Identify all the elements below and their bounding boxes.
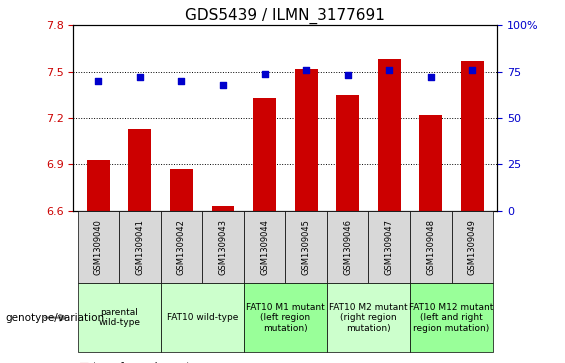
Text: GSM1309040: GSM1309040 <box>94 219 103 275</box>
Text: GSM1309042: GSM1309042 <box>177 219 186 275</box>
Text: genotype/variation: genotype/variation <box>6 313 105 323</box>
Bar <box>160 211 202 283</box>
Point <box>260 71 269 77</box>
Point <box>94 78 103 84</box>
Text: GSM1309048: GSM1309048 <box>426 219 435 275</box>
Bar <box>119 211 160 283</box>
Point <box>177 78 186 84</box>
Bar <box>295 69 318 211</box>
Point <box>136 74 145 80</box>
Text: GSM1309049: GSM1309049 <box>468 219 477 275</box>
Text: GSM1309043: GSM1309043 <box>219 219 228 275</box>
Text: parental
wild-type: parental wild-type <box>98 308 140 327</box>
Point <box>219 82 228 87</box>
Bar <box>410 211 451 283</box>
Text: FAT10 M12 mutant
(left and right
region mutation): FAT10 M12 mutant (left and right region … <box>409 303 494 333</box>
Bar <box>244 211 285 283</box>
Bar <box>285 211 327 283</box>
Text: ■: ■ <box>79 362 90 363</box>
Text: FAT10 M2 mutant
(right region
mutation): FAT10 M2 mutant (right region mutation) <box>329 303 408 333</box>
Text: GSM1309047: GSM1309047 <box>385 219 394 275</box>
Title: GDS5439 / ILMN_3177691: GDS5439 / ILMN_3177691 <box>185 8 385 24</box>
Text: GSM1309041: GSM1309041 <box>136 219 145 275</box>
Bar <box>77 283 160 352</box>
Bar <box>378 60 401 211</box>
Bar <box>253 98 276 211</box>
Bar <box>368 211 410 283</box>
Text: FAT10 M1 mutant
(left region
mutation): FAT10 M1 mutant (left region mutation) <box>246 303 325 333</box>
Bar <box>170 169 193 211</box>
Bar <box>244 283 327 352</box>
Bar <box>419 115 442 211</box>
Bar <box>160 283 244 352</box>
Bar <box>336 95 359 211</box>
Bar <box>202 211 244 283</box>
Bar <box>327 283 410 352</box>
Point <box>343 73 352 78</box>
Text: GSM1309044: GSM1309044 <box>260 219 269 275</box>
Bar <box>128 129 151 211</box>
Bar <box>77 211 119 283</box>
Text: GSM1309046: GSM1309046 <box>343 219 352 275</box>
Point <box>468 67 477 73</box>
Bar <box>211 206 234 211</box>
Bar <box>461 61 484 211</box>
Point <box>426 74 435 80</box>
Text: GSM1309045: GSM1309045 <box>302 219 311 275</box>
Point <box>302 67 311 73</box>
Bar <box>87 160 110 211</box>
Point <box>385 67 394 73</box>
Text: transformed count: transformed count <box>93 362 190 363</box>
Bar <box>410 283 493 352</box>
Text: FAT10 wild-type: FAT10 wild-type <box>167 313 238 322</box>
Bar <box>327 211 368 283</box>
Bar <box>451 211 493 283</box>
